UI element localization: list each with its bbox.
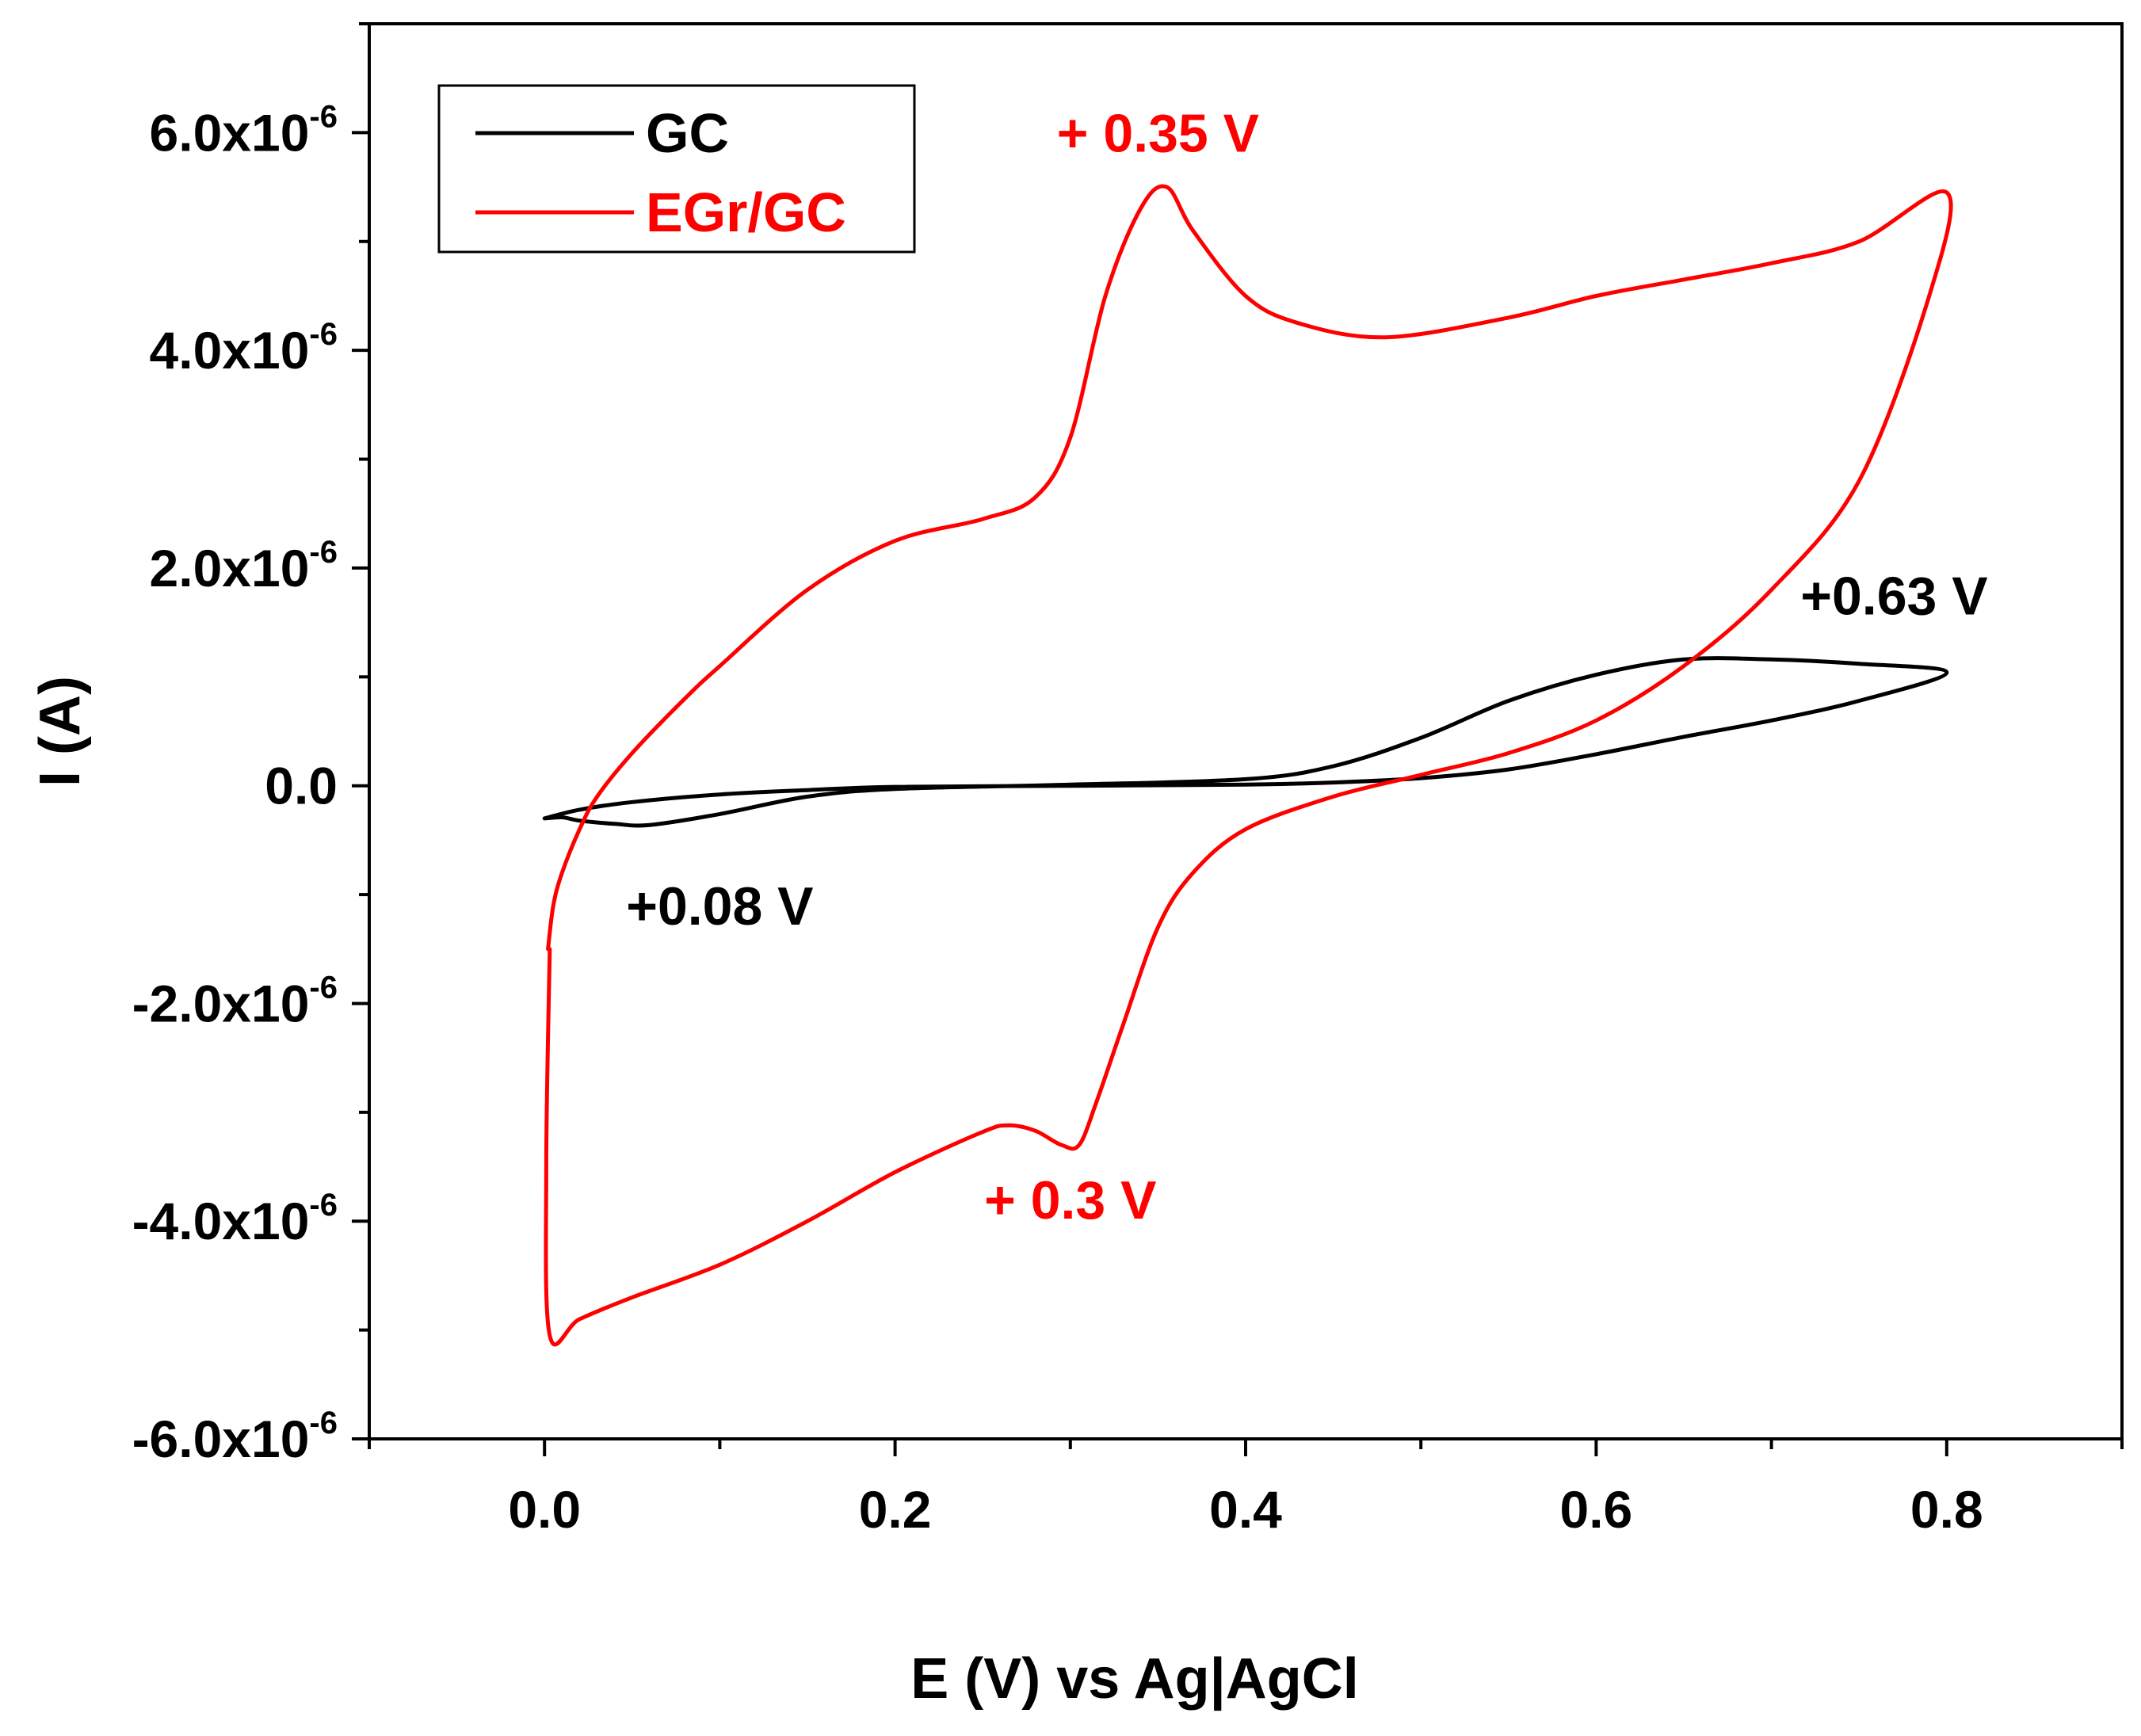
series-lines (542, 184, 1953, 1347)
y-tick-exponent: -6 (309, 1406, 338, 1440)
y-tick-exponent: -6 (309, 1188, 338, 1223)
y-tick-mantissa: -6.0x10 (132, 1410, 310, 1468)
peak-annotation: +0.63 V (1800, 566, 1987, 626)
y-tick-label: 6.0x10-6 (150, 99, 338, 162)
x-axis: 0.0 0.2 0.4 0.6 0.8 (368, 1439, 2124, 1539)
peak-annotations: + 0.35 V +0.63 V +0.08 V + 0.3 V (626, 103, 1987, 1230)
legend: GC EGr/GC (437, 84, 916, 254)
x-tick-label: 0.6 (1560, 1480, 1633, 1539)
series-line-egr-gc (544, 184, 1953, 1347)
x-tick-label: 0.4 (1209, 1480, 1282, 1539)
x-axis-title: E (V) vs Ag|AgCl (910, 1647, 1359, 1711)
y-tick-label: -6.0x10-6 (132, 1406, 338, 1468)
y-tick-mantissa: 4.0x10 (150, 321, 310, 380)
legend-label-egr-gc: EGr/GC (646, 181, 846, 243)
series-line-gc (542, 656, 1949, 828)
legend-label-gc: GC (646, 102, 729, 164)
y-tick-mantissa: -4.0x10 (132, 1192, 310, 1250)
legend-box (437, 84, 916, 254)
y-tick-label: -2.0x10-6 (132, 970, 338, 1032)
peak-annotation: +0.08 V (626, 876, 813, 937)
y-tick-mantissa: -2.0x10 (132, 974, 310, 1032)
y-tick-mantissa: 2.0x10 (150, 539, 310, 597)
peak-annotation: + 0.3 V (984, 1170, 1156, 1230)
x-tick-label: 0.8 (1910, 1480, 1983, 1539)
y-tick-mantissa: 6.0x10 (150, 103, 310, 162)
peak-annotation: + 0.35 V (1057, 103, 1259, 163)
y-axis-title: I (A) (29, 676, 92, 787)
y-tick-mantissa: 0.0 (265, 757, 338, 815)
x-tick-label: 0.0 (508, 1480, 581, 1539)
y-tick-label: 4.0x10-6 (150, 317, 338, 380)
y-axis: 6.0x10-64.0x10-62.0x10-60.0-2.0x10-6-4.0… (132, 22, 369, 1468)
y-tick-exponent: -6 (309, 535, 338, 570)
y-tick-exponent: -6 (309, 317, 338, 352)
y-tick-exponent: -6 (309, 99, 338, 134)
y-tick-label: -4.0x10-6 (132, 1188, 338, 1250)
y-tick-exponent: -6 (309, 970, 338, 1005)
y-tick-label: 2.0x10-6 (150, 535, 338, 597)
x-tick-label: 0.2 (859, 1480, 932, 1539)
y-tick-label: 0.0 (265, 757, 338, 815)
